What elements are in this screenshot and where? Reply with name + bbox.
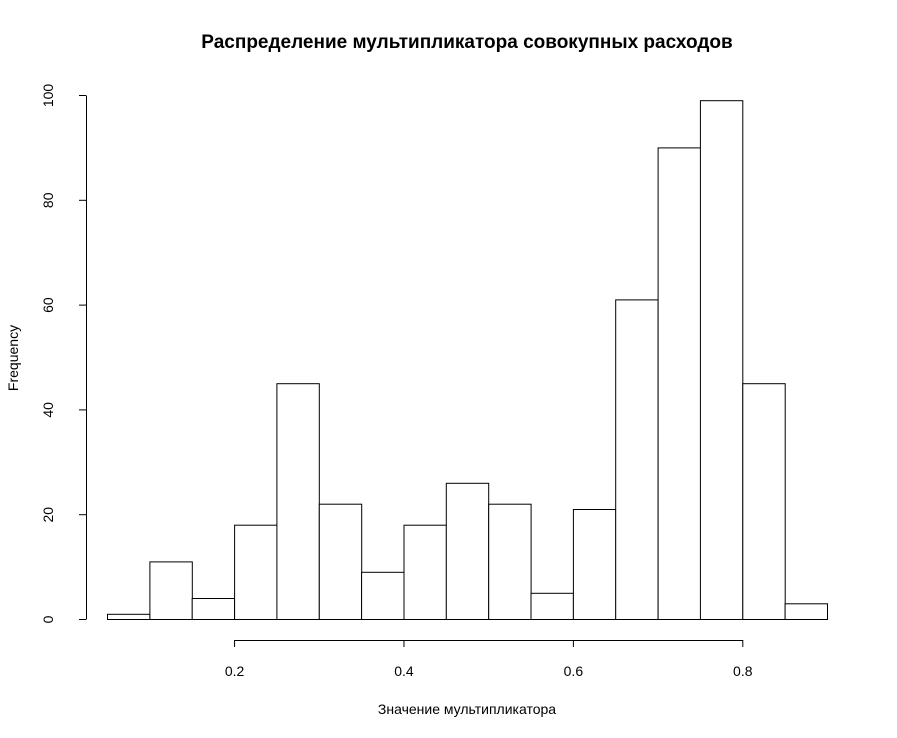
histogram-bar [403,524,447,621]
y-axis: 0 20 40 60 80 100 [40,84,87,623]
y-tick-label: 40 [40,402,56,418]
bars-group [107,100,828,621]
histogram-bar [784,603,828,620]
histogram-bar [488,503,532,621]
histogram-bar [615,299,659,620]
histogram-bar [572,509,617,620]
histogram-bar [445,482,490,620]
histogram-bar [699,100,744,620]
histogram-bar [191,598,236,620]
histogram-bar [657,147,701,620]
y-tick-label: 0 [40,615,56,623]
y-axis-label: Frequency [5,325,21,391]
histogram-bar [107,613,151,620]
x-tick-label: 0.6 [564,663,584,679]
chart-title: Распределение мультипликатора совокупных… [201,32,732,53]
x-axis-label: Значение мультипликатора [378,701,556,717]
y-tick-label: 20 [40,507,56,523]
y-tick-label: 100 [40,84,56,108]
x-axis: 0.2 0.4 0.6 0.8 [225,640,753,679]
y-tick-label: 60 [40,297,56,313]
histogram-bar [530,592,574,620]
histogram-bar [149,561,193,621]
histogram-bar [318,503,363,621]
y-tick-label: 80 [40,192,56,208]
x-tick-label: 0.8 [733,663,753,679]
histogram-bar [742,383,786,621]
histogram-bar [276,383,320,621]
histogram-bar [234,524,278,621]
histogram-bar [361,571,405,620]
x-tick-label: 0.2 [225,663,245,679]
x-tick-label: 0.4 [394,663,414,679]
